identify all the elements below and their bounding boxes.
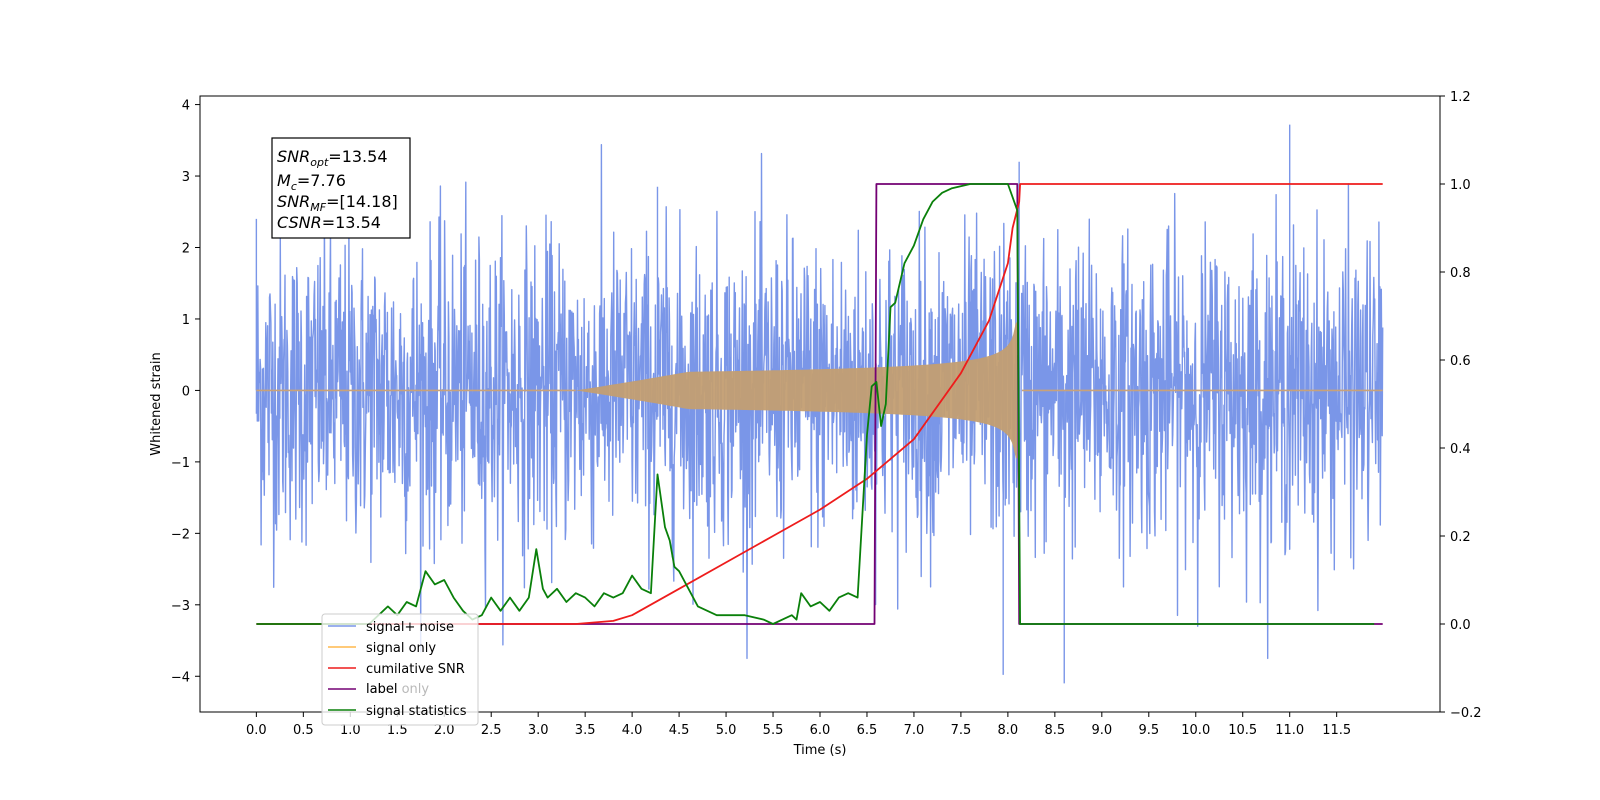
x-tick-label: 7.5 (951, 723, 972, 738)
x-tick-label: 2.0 (434, 723, 455, 738)
x-tick-label: 5.5 (763, 723, 784, 738)
x-tick-label: 10.5 (1228, 723, 1257, 738)
y-axis-label: Whitened strain (149, 352, 164, 455)
y-tick-label: 2 (182, 241, 190, 256)
x-tick-label: 3.0 (528, 723, 549, 738)
annotation-snr-mf: SNRMF=[14.18] (277, 192, 398, 214)
y2-tick-label: 1.2 (1450, 90, 1471, 105)
x-tick-label: 11.5 (1322, 723, 1351, 738)
annotation-snr-opt: SNRopt=13.54 (277, 147, 388, 169)
y-tick-label: 3 (182, 170, 190, 185)
legend-label-label: label (366, 682, 397, 697)
x-tick-label: 6.5 (857, 723, 878, 738)
x-tick-label: 4.0 (622, 723, 643, 738)
x-tick-label: 10.0 (1181, 723, 1210, 738)
x-tick-label: 7.0 (904, 723, 925, 738)
y2-tick-label: 1.0 (1450, 178, 1471, 193)
x-tick-label: 4.5 (669, 723, 690, 738)
y-tick-label: −2 (171, 527, 190, 542)
x-tick-label: 1.0 (340, 723, 361, 738)
x-tick-label: 0.5 (293, 723, 314, 738)
x-tick-label: 5.0 (716, 723, 737, 738)
x-tick-label: 9.5 (1138, 723, 1159, 738)
x-tick-label: 9.0 (1091, 723, 1112, 738)
y2-tick-label: 0.8 (1450, 266, 1471, 281)
y2-tick-label: 0.4 (1450, 442, 1471, 457)
legend-label-signal-statistics: signal statistics (366, 704, 467, 719)
plot-area (255, 124, 1384, 684)
legend-label-signal-only: signal only (366, 641, 436, 656)
y-tick-label: −3 (171, 599, 190, 614)
annotation-csnr: CSNR=13.54 (277, 213, 381, 232)
x-tick-label: 1.5 (387, 723, 408, 738)
axes-ticks: 0.0 0.5 1.0 1.5 2.0 2.5 3.0 3.5 4.0 4.5 5.0 5.5 6.0 6… (171, 90, 1482, 738)
y-tick-label: 0 (182, 384, 190, 399)
y-tick-label: 4 (182, 99, 190, 114)
legend-label-label-only: label only (366, 682, 429, 697)
x-tick-label: 3.5 (575, 723, 596, 738)
y-tick-label: −4 (171, 670, 190, 685)
annotation-box: SNRopt=13.54 Mc=7.76 SNRMF=[14.18] CSNR=… (271, 137, 411, 239)
y2-tick-label: 0.6 (1450, 354, 1471, 369)
series-signal-only-envelope (575, 322, 1018, 459)
y2-tick-label: 0.0 (1450, 618, 1471, 633)
legend-label-cumulative-snr: cumilative SNR (366, 662, 465, 677)
series-cumulative-snr-line (256, 183, 1383, 625)
x-axis-label: Time (s) (793, 743, 847, 758)
x-tick-label: 8.5 (1045, 723, 1066, 738)
annotation-chirp-mass: Mc=7.76 (277, 171, 346, 193)
x-tick-label: 8.0 (998, 723, 1019, 738)
series-signal-statistics-line (256, 183, 1375, 625)
legend-frame (321, 613, 479, 726)
x-tick-label: 2.5 (481, 723, 502, 738)
y-tick-label: 1 (182, 313, 190, 328)
x-tick-label: 11.0 (1275, 723, 1304, 738)
legend: signal+ noise signal only cumilative SNR… (321, 613, 479, 726)
x-tick-label: 6.0 (810, 723, 831, 738)
y2-tick-label: 0.2 (1450, 530, 1471, 545)
x-tick-label: 0.0 (246, 723, 267, 738)
annotation-frame (271, 137, 411, 239)
legend-label-signal-noise: signal+ noise (366, 620, 454, 635)
y-tick-label: −1 (171, 456, 190, 471)
y2-tick-label: −0.2 (1450, 706, 1482, 721)
